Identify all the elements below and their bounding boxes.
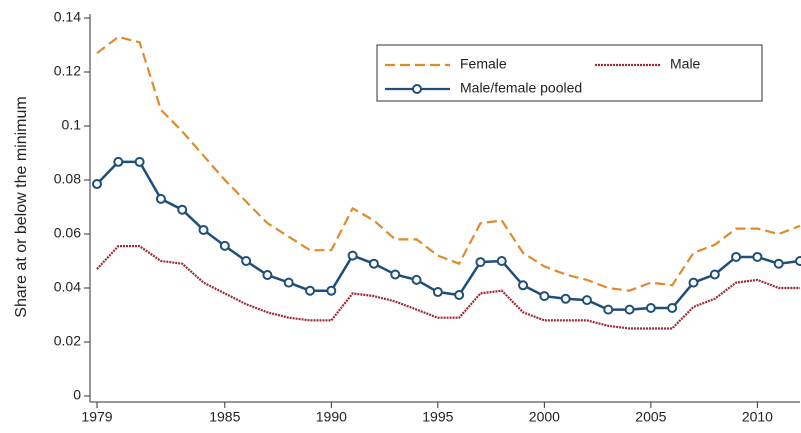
point — [795, 256, 801, 266]
series-line — [96, 35, 801, 292]
point — [518, 280, 529, 291]
x-tick-label: 2000 — [529, 409, 560, 425]
point — [177, 204, 188, 215]
x-tick-label: 1995 — [422, 409, 453, 425]
point — [326, 285, 337, 296]
x-tick-label: 1979 — [81, 409, 112, 425]
x-tick-label: 1985 — [209, 409, 240, 425]
point — [411, 274, 422, 285]
point — [219, 240, 230, 251]
y-tick-label: 0 — [73, 387, 81, 403]
point — [688, 277, 699, 288]
point — [432, 287, 443, 298]
y-tick-label: 0.14 — [54, 9, 81, 25]
point — [92, 179, 102, 190]
y-tick-label: 0.12 — [54, 63, 81, 79]
legend-label: Female — [460, 56, 507, 72]
point — [262, 270, 273, 281]
y-tick-label: 0.1 — [62, 117, 82, 133]
y-tick-label: 0.08 — [54, 171, 81, 187]
series-line — [96, 160, 801, 311]
point — [113, 156, 124, 167]
legend-box — [376, 44, 763, 102]
point — [645, 302, 656, 313]
point — [624, 304, 635, 315]
point — [454, 290, 465, 301]
point — [731, 251, 742, 262]
point — [155, 193, 166, 204]
point — [198, 224, 209, 235]
point — [390, 269, 401, 280]
legend-marker — [412, 84, 422, 94]
legend-label: Male/female pooled — [460, 80, 582, 96]
point — [709, 269, 720, 280]
point — [283, 277, 294, 288]
point — [347, 250, 358, 261]
point — [475, 257, 486, 268]
x-tick-label: 1990 — [316, 409, 347, 425]
point — [134, 156, 145, 167]
y-axis-label: Share at or below the minimum — [13, 96, 30, 317]
point — [667, 302, 678, 313]
x-tick-label: 2005 — [635, 409, 666, 425]
point — [496, 256, 507, 266]
point — [581, 295, 592, 306]
point — [539, 291, 550, 302]
x-tick-label: 2010 — [742, 409, 773, 425]
y-tick-label: 0.04 — [54, 279, 81, 295]
legend-label: Male — [670, 56, 701, 72]
series-line — [96, 245, 800, 330]
point — [305, 285, 316, 296]
y-tick-label: 0.02 — [54, 333, 81, 349]
point — [773, 258, 784, 269]
point — [241, 256, 252, 266]
point — [752, 251, 763, 262]
y-tick-label: 0.06 — [54, 225, 81, 241]
point — [560, 293, 571, 304]
point — [368, 258, 379, 269]
point — [603, 304, 614, 315]
